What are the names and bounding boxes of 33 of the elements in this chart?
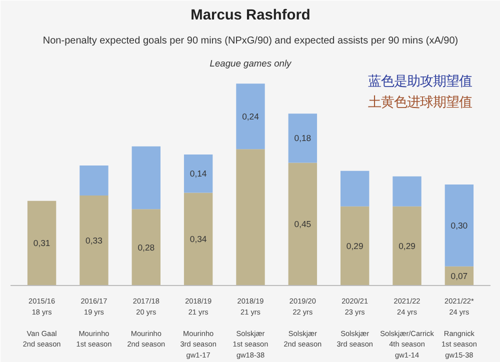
bar [340,206,370,286]
annotation: 蓝色是助攻期望值 [368,73,472,88]
bar [340,170,370,206]
data-label: 0,29 [398,240,416,251]
chart-subtitle: Non-penalty expected goals per 90 mins (NPxG/90) and expected assists per 90 mins (xA/90) [42,36,458,46]
data-label: 0,24 [242,111,260,122]
chart-title: Marcus Rashford [190,8,310,24]
data-label: 0,30 [450,220,468,230]
text: League games only [210,58,293,68]
bar [288,162,318,286]
bar [444,184,474,266]
data-label: 0,28 [138,242,155,252]
data-label: 0,18 [294,133,312,144]
data-label: 0,14 [190,168,207,179]
data-label: 0,34 [190,234,207,244]
data-label: 0,33 [86,235,103,246]
bar [80,165,108,196]
annotation: 土黄色进球期望值 [368,94,472,110]
bar [80,195,108,286]
bar [132,209,160,286]
data-label: 0,07 [450,270,468,281]
bar [184,154,213,193]
bar [236,149,265,286]
bar [132,146,160,210]
bar [236,84,265,150]
bar [27,200,56,286]
bar [288,114,318,163]
bar [392,176,422,206]
bar [184,192,213,286]
data-label: 0,29 [346,240,364,251]
data-label: 0,45 [294,219,312,230]
data-label: 0,31 [33,238,50,248]
bar [392,206,422,286]
